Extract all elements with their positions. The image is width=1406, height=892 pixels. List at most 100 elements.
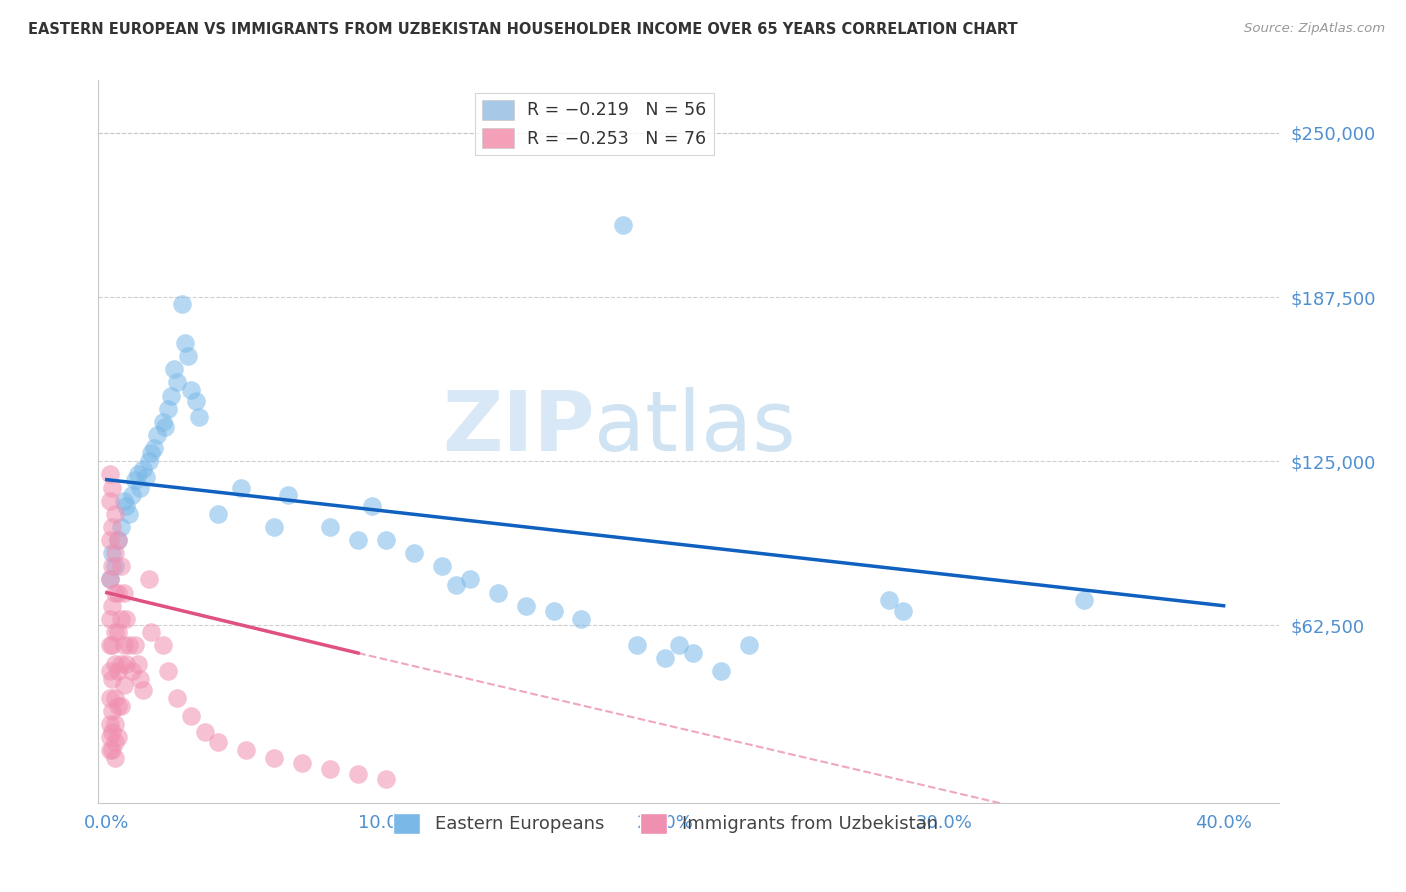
Point (112, 638, 135, 652)
Point (107, 625, 129, 640)
Text: atlas: atlas (595, 386, 796, 467)
Point (121, 488, 143, 502)
Point (263, 520, 285, 534)
Point (110, 698, 132, 713)
Point (626, 638, 648, 652)
Point (110, 559, 132, 574)
Point (166, 376, 188, 390)
Legend: Eastern Europeans, Immigrants from Uzbekistan: Eastern Europeans, Immigrants from Uzbek… (385, 805, 945, 841)
Point (107, 665, 129, 679)
Point (127, 657, 149, 671)
Point (891, 604, 914, 618)
Point (375, 772, 398, 786)
Point (141, 625, 163, 640)
Point (98, 717, 121, 731)
Point (118, 507, 141, 521)
Point (104, 507, 127, 521)
Point (104, 657, 127, 671)
Point (193, 724, 215, 739)
Point (101, 704, 124, 718)
Point (110, 520, 132, 534)
Point (107, 533, 129, 547)
Point (104, 690, 127, 705)
Point (361, 499, 384, 513)
Point (98, 573, 121, 587)
Point (124, 638, 146, 652)
Point (738, 638, 761, 652)
Point (98, 612, 121, 626)
Point (98, 533, 121, 547)
Point (444, 578, 467, 592)
Point (143, 441, 166, 455)
Point (129, 673, 152, 687)
Point (710, 665, 733, 679)
Point (101, 638, 124, 652)
Point (138, 454, 160, 468)
Point (104, 585, 127, 599)
Point (127, 467, 149, 482)
Point (375, 533, 398, 547)
Point (157, 665, 180, 679)
Point (155, 420, 177, 434)
Point (207, 735, 229, 749)
Point (104, 735, 127, 749)
Point (186, 393, 208, 408)
Point (112, 585, 135, 599)
Point (104, 559, 127, 574)
Point (104, 546, 127, 560)
Point (180, 384, 202, 398)
Point (347, 767, 370, 781)
Text: Source: ZipAtlas.com: Source: ZipAtlas.com (1244, 22, 1385, 36)
Point (235, 743, 257, 757)
Point (98, 573, 121, 587)
Point (101, 481, 124, 495)
Point (132, 462, 155, 476)
Point (124, 473, 146, 487)
Point (98, 493, 121, 508)
Point (101, 743, 124, 757)
Text: ZIP: ZIP (441, 386, 595, 467)
Point (877, 593, 900, 607)
Point (118, 638, 141, 652)
Point (668, 638, 690, 652)
Point (207, 507, 229, 521)
Point (291, 756, 314, 771)
Point (174, 336, 197, 351)
Point (101, 559, 124, 574)
Point (104, 717, 127, 731)
Point (152, 638, 174, 652)
Point (571, 612, 593, 626)
Point (98, 743, 121, 757)
Point (115, 612, 138, 626)
Text: EASTERN EUROPEAN VS IMMIGRANTS FROM UZBEKISTAN HOUSEHOLDER INCOME OVER 65 YEARS : EASTERN EUROPEAN VS IMMIGRANTS FROM UZBE… (28, 22, 1018, 37)
Point (98, 690, 121, 705)
Y-axis label: Householder Income Over 65 years: Householder Income Over 65 years (0, 294, 8, 589)
Point (166, 690, 188, 705)
Point (104, 751, 127, 765)
Point (319, 762, 342, 776)
Point (115, 657, 138, 671)
Point (138, 573, 160, 587)
Point (121, 665, 143, 679)
Point (98, 730, 121, 744)
Point (110, 612, 132, 626)
Point (141, 446, 163, 460)
Point (163, 362, 186, 376)
Point (107, 698, 129, 713)
Point (112, 493, 135, 508)
Point (682, 646, 704, 660)
Point (543, 604, 565, 618)
Point (104, 625, 127, 640)
Point (101, 724, 124, 739)
Point (430, 559, 453, 574)
Point (146, 428, 169, 442)
Point (112, 677, 135, 691)
Point (98, 665, 121, 679)
Point (98, 638, 121, 652)
Point (654, 651, 676, 665)
Point (101, 520, 124, 534)
Point (101, 673, 124, 687)
Point (152, 415, 174, 429)
Point (129, 481, 152, 495)
Point (515, 599, 537, 613)
